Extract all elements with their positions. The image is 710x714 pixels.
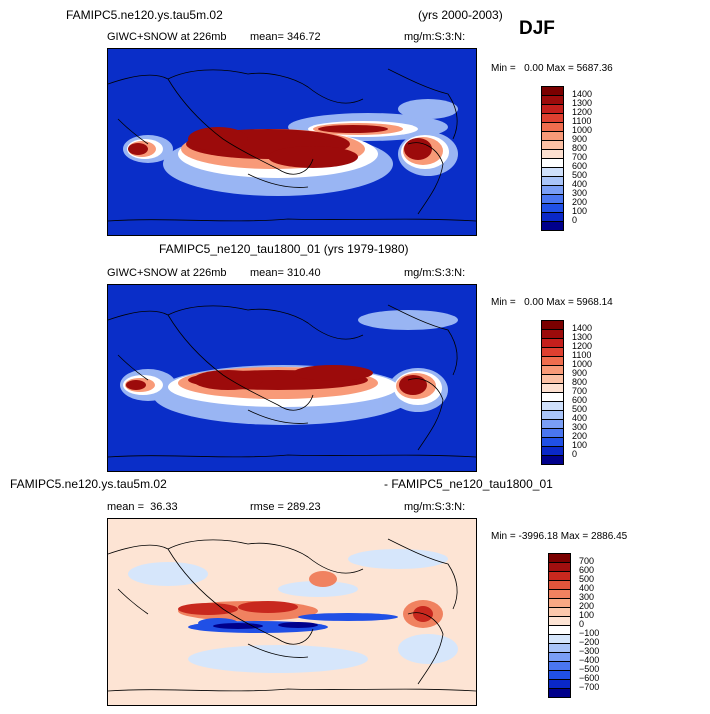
panel1-tick-100: 100 bbox=[572, 206, 588, 216]
panel2-tick-1000: 1000 bbox=[572, 359, 593, 369]
panel3-tick-neg100: −100 bbox=[579, 628, 600, 638]
panel2-tick-300: 300 bbox=[572, 422, 588, 432]
season-label: DJF bbox=[519, 18, 555, 39]
panel2-tick-400: 400 bbox=[572, 413, 588, 423]
panel3-tick-neg300: −300 bbox=[579, 646, 600, 656]
panel1-units-label: mg/m:S:3:N: bbox=[404, 31, 466, 43]
panel3-tick-500: 500 bbox=[579, 574, 595, 584]
panel1-tick-0: 0 bbox=[572, 215, 578, 225]
panel1-tick-300: 300 bbox=[572, 188, 588, 198]
panel1-map bbox=[107, 48, 477, 236]
panel1-tick-1400: 1400 bbox=[572, 89, 593, 99]
panel3-map bbox=[107, 518, 477, 706]
panel2-tick-100: 100 bbox=[572, 440, 588, 450]
panel1-tick-1200: 1200 bbox=[572, 107, 593, 117]
panel2-title: FAMIPC5_ne120_tau1800_01 (yrs 1979-1980) bbox=[159, 242, 409, 256]
panel2-tick-900: 900 bbox=[572, 368, 588, 378]
panel3-title-right: - FAMIPC5_ne120_tau1800_01 bbox=[384, 477, 553, 491]
panel2-map bbox=[107, 284, 477, 472]
panel3-colorbar: 700 600 500 400 300 200 100 0 −100 −200 … bbox=[548, 553, 618, 698]
panel2-tick-1400: 1400 bbox=[572, 323, 593, 333]
panel1-colorbar: 1400 1300 1200 1100 1000 900 800 700 600… bbox=[541, 86, 611, 231]
panel2-tick-600: 600 bbox=[572, 395, 588, 405]
panel3-units-label: mg/m:S:3:N: bbox=[404, 501, 466, 513]
panel1-tick-400: 400 bbox=[572, 179, 588, 189]
panel3-tick-100: 100 bbox=[579, 610, 595, 620]
panel1-tick-600: 600 bbox=[572, 161, 588, 171]
panel3-rmse-label: rmse = 289.23 bbox=[250, 501, 321, 513]
panel2-variable-label: GIWC+SNOW at 226mb bbox=[107, 267, 227, 279]
panel3-tick-neg400: −400 bbox=[579, 655, 600, 665]
panel1-mean-label: mean= 346.72 bbox=[250, 31, 321, 43]
panel3-tick-neg600: −600 bbox=[579, 673, 600, 683]
panel3-tick-200: 200 bbox=[579, 601, 595, 611]
panel3-tick-neg500: −500 bbox=[579, 664, 600, 674]
panel1-variable-label: GIWC+SNOW at 226mb bbox=[107, 31, 227, 43]
panel2-tick-1300: 1300 bbox=[572, 332, 593, 342]
panel1-tick-1300: 1300 bbox=[572, 98, 593, 108]
panel3-title-left: FAMIPC5.ne120.ys.tau5m.02 bbox=[10, 477, 167, 491]
panel3-minmax-label: Min = -3996.18 Max = 2886.45 bbox=[491, 531, 628, 542]
panel2-tick-800: 800 bbox=[572, 377, 588, 387]
panel1-tick-500: 500 bbox=[572, 170, 588, 180]
panel3-tick-700: 700 bbox=[579, 556, 595, 566]
panel2-tick-500: 500 bbox=[572, 404, 588, 414]
panel3-mean-label: mean = 36.33 bbox=[107, 501, 178, 513]
panel3-tick-neg700: −700 bbox=[579, 682, 600, 692]
panel2-colorbar: 1400 1300 1200 1100 1000 900 800 700 600… bbox=[541, 320, 611, 465]
panel1-tick-1100: 1100 bbox=[572, 116, 592, 126]
panel2-tick-700: 700 bbox=[572, 386, 588, 396]
panel1-minmax-label: Min = 0.00 Max = 5687.36 bbox=[491, 63, 613, 74]
panel2-minmax-label: Min = 0.00 Max = 5968.14 bbox=[491, 297, 613, 308]
panel3-tick-0: 0 bbox=[579, 619, 585, 629]
panel3-tick-600: 600 bbox=[579, 565, 595, 575]
panel1-tick-800: 800 bbox=[572, 143, 588, 153]
panel3-tick-neg200: −200 bbox=[579, 637, 600, 647]
panel2-tick-1200: 1200 bbox=[572, 341, 593, 351]
panel1-tick-900: 900 bbox=[572, 134, 588, 144]
panel1-tick-700: 700 bbox=[572, 152, 588, 162]
years-label: (yrs 2000-2003) bbox=[418, 8, 503, 22]
panel3-tick-300: 300 bbox=[579, 592, 595, 602]
panel2-tick-0: 0 bbox=[572, 449, 578, 459]
panel1-tick-200: 200 bbox=[572, 197, 588, 207]
panel2-mean-label: mean= 310.40 bbox=[250, 267, 321, 279]
case-title: FAMIPC5.ne120.ys.tau5m.02 bbox=[66, 8, 223, 22]
panel1-tick-1000: 1000 bbox=[572, 125, 593, 135]
panel2-units-label: mg/m:S:3:N: bbox=[404, 267, 466, 279]
panel3-tick-400: 400 bbox=[579, 583, 595, 593]
panel2-tick-1100: 1100 bbox=[572, 350, 592, 360]
panel2-tick-200: 200 bbox=[572, 431, 588, 441]
